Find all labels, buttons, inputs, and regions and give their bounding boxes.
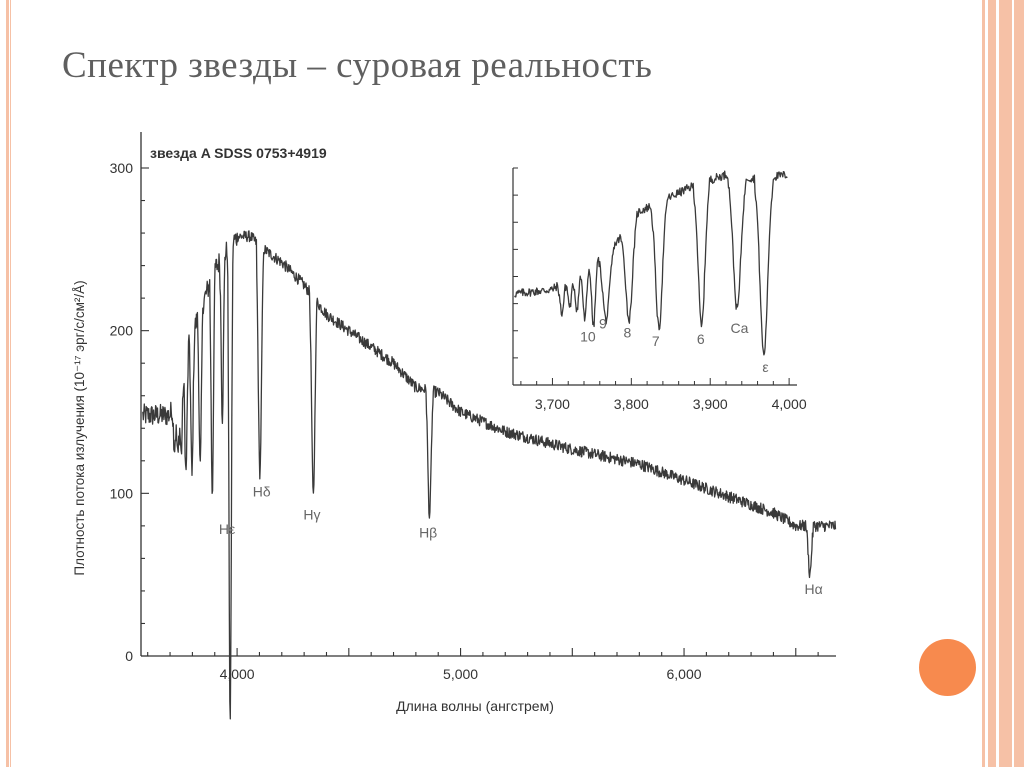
inset-line-label: 10 [580, 329, 596, 345]
y-tick-label: 100 [110, 485, 134, 501]
line-label: Hε [219, 521, 235, 537]
decorative-orange-circle [919, 639, 976, 696]
main-spectrum-line [142, 230, 837, 720]
y-tick-label: 0 [125, 648, 133, 664]
right-frame-stripe [988, 0, 996, 767]
x-tick-label: 4,000 [220, 666, 255, 682]
y-tick-label: 200 [110, 323, 134, 339]
x-tick-label: 6,000 [667, 666, 702, 682]
left-frame-stripe [6, 0, 9, 767]
right-frame-gap [1012, 0, 1014, 767]
inset-x-tick-label: 4,000 [772, 396, 807, 412]
inset-line-label: ε [762, 359, 768, 375]
inset-x-tick-label: 3,800 [614, 396, 649, 412]
slide-title: Спектр звезды – суровая реальность [62, 45, 653, 86]
line-label: Hβ [419, 524, 437, 540]
inset-line-label: 7 [652, 333, 660, 349]
inset-line-label: 6 [697, 331, 705, 347]
x-tick-label: 5,000 [443, 666, 478, 682]
inset-x-tick-label: 3,700 [535, 396, 570, 412]
line-label: Hα [805, 581, 823, 597]
inset-line-label: Ca [730, 320, 748, 336]
line-label: Hγ [303, 506, 320, 522]
right-frame-band [999, 0, 1024, 767]
y-axis-label: Плотность потока излучения (10⁻¹⁷ эрг/с/… [72, 280, 87, 575]
x-axis-label: Длина волны (ангстрем) [396, 698, 554, 714]
inset-line-label: 9 [599, 316, 607, 332]
chart-title: звезда A SDSS 0753+4919 [150, 145, 327, 161]
inset-background [510, 160, 806, 390]
y-tick-label: 300 [110, 160, 134, 176]
line-label: Hδ [253, 484, 271, 500]
right-frame-stripe [982, 0, 985, 767]
inset-line-label: 8 [623, 324, 631, 340]
inset-spectrum-line [514, 170, 788, 356]
left-frame-line [10, 0, 11, 767]
inset-x-tick-label: 3,900 [693, 396, 728, 412]
